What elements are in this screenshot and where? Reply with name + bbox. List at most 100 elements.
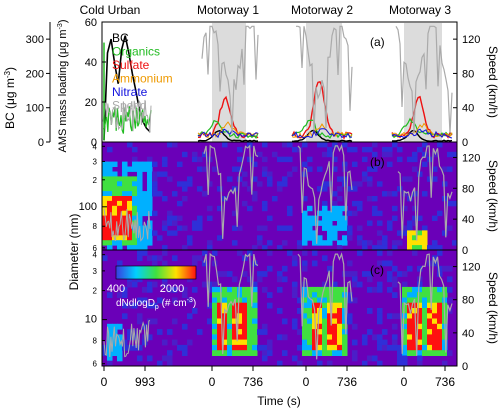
panel-c-cell: [242, 271, 248, 277]
panel-b-cell: [327, 240, 333, 246]
panel-c-cell: [332, 286, 338, 293]
panel-c-cell: [377, 281, 383, 288]
panel-c-cell: [437, 250, 443, 256]
panel-b-cell: [102, 196, 108, 202]
panel-c-cell: [132, 344, 138, 351]
panel-b-cell: [182, 225, 188, 231]
panel-c-cell: [442, 292, 448, 298]
panel-c-cell: [297, 308, 303, 314]
panel-b-cell: [112, 215, 118, 221]
panel-b-cell: [122, 225, 128, 231]
panel-b-cell: [372, 205, 378, 212]
panel-c-cell: [437, 292, 443, 298]
panel-c-cell: [442, 265, 448, 272]
panel-c-speed: [103, 252, 453, 360]
panel-b-cell: [282, 181, 288, 187]
panel-b-cell: [142, 230, 148, 236]
panel-c-cell: [347, 313, 353, 320]
panel-c-cell: [397, 313, 403, 320]
panel-c-diameter-tick-0: 6: [93, 360, 98, 369]
organics-line-motorway-2: [291, 119, 353, 139]
panel-c-cell: [347, 271, 353, 277]
panel-c-cell: [437, 265, 443, 272]
panel-c-cell: [307, 297, 313, 304]
panel-b-cell: [392, 240, 398, 246]
panel-b-cell: [112, 230, 118, 236]
panel-b-cell: [137, 210, 143, 217]
panel-b-cell: [137, 181, 143, 187]
panel-b-cell: [342, 220, 348, 226]
panel-c-cell: [422, 339, 428, 346]
panel-b-cell: [107, 146, 113, 153]
panel-c-cell: [312, 260, 318, 267]
panel-b-cell: [107, 186, 113, 192]
panel-b-cell: [207, 181, 213, 187]
panel-b-cell: [332, 200, 338, 207]
panel-c-cell: [442, 360, 448, 367]
panel-c-cell: [347, 318, 353, 325]
panel-c-cell: [437, 334, 443, 341]
panel-b-cell: [387, 191, 393, 197]
panel-c-cell: [337, 339, 343, 346]
panel-c-cell: [407, 286, 413, 293]
panel-b-cell: [367, 181, 373, 187]
ams-tick-40: 40: [85, 57, 97, 69]
panel-c-cell: [227, 334, 233, 341]
panel-c-cell: [302, 265, 308, 272]
panel-c-cell: [232, 308, 238, 314]
panel-b-cell: [407, 235, 413, 241]
panel-b-cell: [322, 215, 328, 221]
panel-c-cell: [192, 308, 198, 314]
panel-b-cell: [322, 151, 328, 158]
panel-b-cell: [122, 171, 128, 177]
panel-c-cell: [207, 286, 213, 293]
panel-b-cell: [117, 191, 123, 197]
panel-c-cell: [307, 313, 313, 320]
panel-b-cell: [157, 191, 163, 197]
panel-c-cell: [377, 334, 383, 341]
panel-c-cell: [312, 350, 318, 356]
panel-b-cell: [162, 220, 168, 226]
panel-c-cell: [292, 318, 298, 325]
panel-b-cell: [382, 245, 388, 251]
panel-b-cell: [452, 151, 458, 158]
panel-b-cell: [302, 161, 308, 167]
panel-b-cell: [217, 186, 223, 192]
panel-b-cell: [162, 156, 168, 163]
panel-b-cell: [377, 245, 383, 251]
panel-b-cell: [412, 215, 418, 221]
panel-c-cell: [422, 344, 428, 351]
panel-b-cell: [427, 176, 433, 182]
panel-c-cell: [337, 308, 343, 314]
panel-c-cell: [252, 329, 258, 335]
panel-c-cell: [222, 271, 228, 277]
panel-b-cell: [392, 191, 398, 197]
panel-c-cell: [412, 250, 418, 256]
panel-b-cell: [102, 230, 108, 236]
panel-c-cell: [447, 297, 453, 304]
panel-b-cell: [187, 181, 193, 187]
panel-b-cell: [282, 225, 288, 231]
panel-b-cell: [127, 186, 133, 192]
panel-c-cell: [432, 255, 438, 262]
panel-b-cell: [282, 176, 288, 182]
panel-c-cell: [212, 292, 218, 298]
panel-c-cell: [232, 276, 238, 283]
panel-c-cell: [137, 250, 143, 256]
panel-c-cell: [162, 355, 168, 362]
speed-axis-label-c: Speed (km/h): [486, 272, 500, 344]
panel-c-cell: [347, 260, 353, 267]
panel-b-cell: [132, 186, 138, 192]
panel-c-cell: [302, 318, 308, 325]
panel-c-cell: [427, 344, 433, 351]
panel-c-cell: [417, 302, 423, 309]
panel-c-cell: [327, 313, 333, 320]
panel-c-cell: [302, 308, 308, 314]
panel-b-cell: [327, 215, 333, 221]
panel-c-cell: [227, 297, 233, 304]
panel-c-cell: [247, 329, 253, 335]
panel-c-cell: [342, 329, 348, 335]
panel-c-cell: [332, 334, 338, 341]
panel-c-cell: [317, 286, 323, 293]
